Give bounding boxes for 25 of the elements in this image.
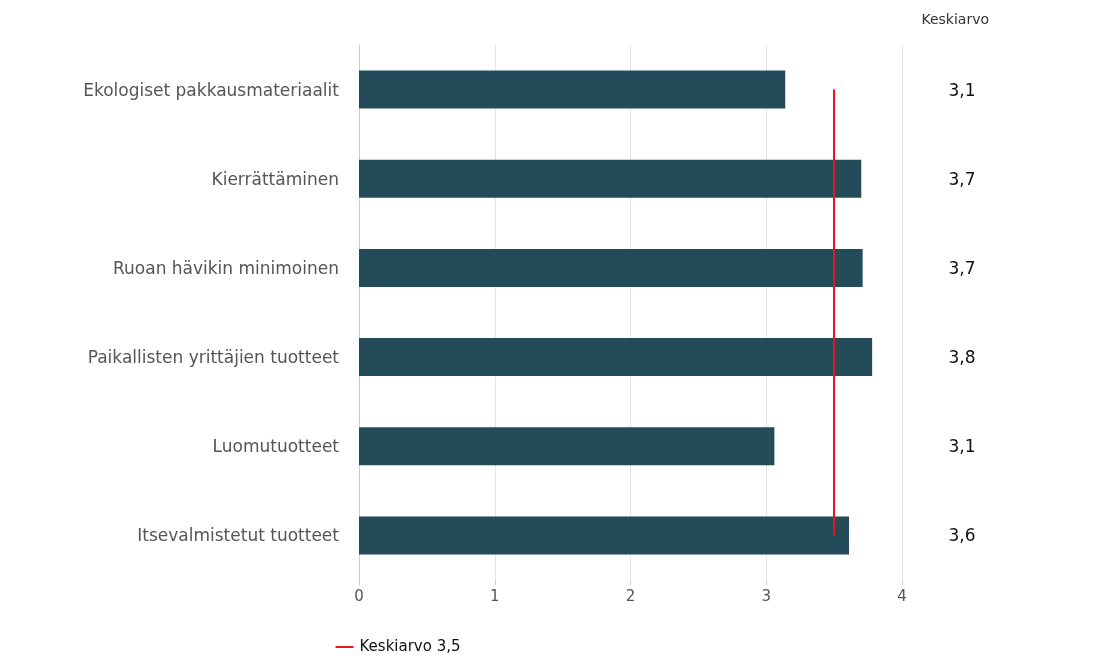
y-tick-label: Luomutuotteet bbox=[212, 436, 340, 457]
data-label: 3,1 bbox=[948, 79, 976, 100]
bar bbox=[359, 516, 850, 555]
bar bbox=[359, 338, 873, 377]
x-tick-label: 2 bbox=[625, 586, 636, 605]
data-label: 3,1 bbox=[948, 436, 976, 457]
bar bbox=[359, 159, 862, 198]
x-tick-label: 3 bbox=[761, 586, 772, 605]
bar bbox=[359, 248, 863, 287]
data-label: 3,6 bbox=[948, 525, 976, 546]
y-tick-label: Paikallisten yrittäjien tuotteet bbox=[87, 347, 340, 368]
y-tick-label: Ekologiset pakkausmateriaalit bbox=[83, 79, 340, 100]
y-tick-label: Itsevalmistetut tuotteet bbox=[137, 525, 340, 546]
bar bbox=[359, 70, 786, 109]
x-tick-label: 4 bbox=[897, 586, 907, 605]
data-label: 3,8 bbox=[948, 347, 976, 368]
data-label: 3,7 bbox=[948, 168, 976, 189]
y-tick-label: Ruoan hävikin minimoinen bbox=[112, 257, 339, 278]
text: Keskiarvo bbox=[921, 11, 989, 27]
legend-label: Keskiarvo 3,5 bbox=[359, 636, 461, 655]
x-tick-label: 0 bbox=[354, 586, 364, 605]
data-label: 3,7 bbox=[948, 257, 976, 278]
y-tick-label: Kierrättäminen bbox=[211, 168, 339, 189]
bar bbox=[359, 427, 775, 466]
x-tick-label: 1 bbox=[489, 586, 500, 605]
